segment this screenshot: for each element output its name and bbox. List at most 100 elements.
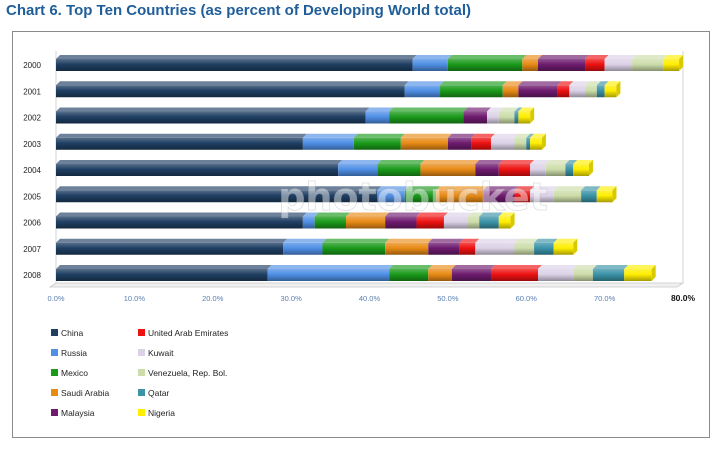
bar-segment bbox=[581, 186, 601, 203]
bar-end-cap bbox=[510, 212, 515, 229]
x-tick-label: 50.0% bbox=[437, 294, 459, 303]
x-axis-ticks: 0.0% 10.0% 20.0% 30.0% 40.0% 50.0% 60.0% 70.0% 8… bbox=[47, 293, 695, 303]
bar-segment bbox=[538, 265, 578, 281]
legend-swatch bbox=[138, 349, 145, 356]
category-label: 2007 bbox=[23, 245, 41, 254]
bar-segment bbox=[56, 265, 272, 281]
bar-segment bbox=[545, 160, 570, 176]
bar-row-2002 bbox=[56, 107, 535, 124]
bar-row-2001 bbox=[56, 81, 621, 98]
bar-segment bbox=[518, 107, 535, 124]
bar-segment bbox=[338, 160, 382, 176]
category-label: 2001 bbox=[23, 87, 41, 96]
bar-segment bbox=[56, 107, 370, 124]
legend-item: Qatar bbox=[138, 388, 169, 398]
bar-segment bbox=[538, 55, 590, 71]
bar-segment bbox=[389, 107, 468, 124]
watermark: photobucket bbox=[278, 175, 548, 220]
bar-segment bbox=[632, 55, 668, 71]
legend-label: Malaysia bbox=[61, 408, 95, 418]
bar-segment bbox=[569, 81, 590, 98]
bar-row-2000 bbox=[56, 55, 684, 71]
bar-end-cap bbox=[612, 186, 617, 203]
legend-label: Russia bbox=[61, 348, 87, 358]
bar-segment bbox=[451, 265, 495, 281]
bar-segment bbox=[526, 133, 535, 150]
category-label: 2003 bbox=[23, 140, 41, 149]
bar-segment bbox=[314, 212, 350, 229]
bar-end-cap bbox=[530, 107, 535, 124]
bar-segment bbox=[514, 107, 523, 124]
bar-segment bbox=[530, 133, 546, 150]
bar-row-2005 bbox=[56, 186, 617, 203]
chart-title: Chart 6. Top Ten Countries (as percent o… bbox=[6, 2, 472, 19]
category-label: 2000 bbox=[23, 61, 41, 70]
bar-segment bbox=[459, 238, 480, 255]
bar-segment bbox=[443, 212, 472, 229]
bar-segment bbox=[592, 265, 629, 281]
bar-segment bbox=[490, 265, 543, 281]
legend: China Russia Mexico Saudi Arabia Malaysia Uni… bbox=[51, 328, 228, 418]
legend-item: China bbox=[51, 328, 83, 338]
bar-segment bbox=[302, 212, 319, 229]
bar-segment bbox=[56, 81, 409, 98]
bar-segment bbox=[596, 186, 617, 203]
category-label: 2008 bbox=[23, 271, 41, 280]
bar-segment bbox=[475, 238, 519, 255]
bar-segment bbox=[412, 55, 452, 71]
legend-item: Venezuela, Rep. Bol. bbox=[138, 368, 227, 378]
bar-segment bbox=[463, 107, 492, 124]
bar-segment bbox=[56, 238, 288, 255]
bar-segment bbox=[585, 81, 601, 98]
bar-segment bbox=[471, 133, 495, 150]
bar-segment bbox=[573, 160, 593, 176]
bar-segment bbox=[428, 238, 464, 255]
bar-segment bbox=[322, 238, 390, 255]
bar-segment bbox=[385, 238, 433, 255]
bar-segment bbox=[428, 265, 456, 281]
legend-swatch bbox=[51, 369, 58, 376]
bar-segment bbox=[490, 133, 519, 150]
bar-segment bbox=[663, 55, 684, 71]
bar-row-2003 bbox=[56, 133, 546, 150]
bar-segment bbox=[420, 160, 480, 176]
bar-segment bbox=[483, 186, 519, 203]
legend-swatch bbox=[51, 329, 58, 336]
bar-segment bbox=[522, 55, 543, 71]
bar-segment bbox=[514, 133, 531, 150]
bar-segment bbox=[553, 186, 586, 203]
legend-label: Mexico bbox=[61, 368, 88, 378]
bar-segment bbox=[467, 212, 484, 229]
bar-segment bbox=[56, 212, 307, 229]
bar-segment bbox=[404, 81, 445, 98]
watermark-text: photobucket bbox=[278, 175, 548, 219]
legend-label: Kuwait bbox=[148, 348, 174, 358]
bar-segment bbox=[530, 160, 550, 176]
bar-segment bbox=[385, 212, 421, 229]
bar-end-cap bbox=[679, 55, 684, 71]
bar-segment bbox=[302, 133, 358, 150]
legend-label: United Arab Emirates bbox=[148, 328, 228, 338]
bar-segment bbox=[585, 55, 609, 71]
x-tick-label: 0.0% bbox=[47, 294, 64, 303]
bar-end-cap bbox=[573, 238, 578, 255]
legend-swatch bbox=[51, 389, 58, 396]
legend-label: Nigeria bbox=[148, 408, 175, 418]
bar-end-cap bbox=[541, 133, 546, 150]
legend-swatch bbox=[138, 409, 145, 416]
category-label: 2006 bbox=[23, 219, 41, 228]
bar-segment bbox=[514, 186, 535, 203]
bar-segment bbox=[447, 133, 476, 150]
bar-segment bbox=[267, 265, 394, 281]
x-tick-label: 60.0% bbox=[516, 294, 538, 303]
bar-segment bbox=[377, 160, 425, 176]
bar-segment bbox=[487, 107, 503, 124]
bar-end-cap bbox=[588, 160, 593, 176]
bar-row-2008 bbox=[56, 265, 656, 281]
bar-end-cap bbox=[616, 81, 621, 98]
bar-segment bbox=[565, 160, 578, 176]
bar-segment bbox=[530, 186, 558, 203]
legend-swatch bbox=[51, 409, 58, 416]
bar-segment bbox=[557, 81, 574, 98]
bar-segment bbox=[400, 133, 452, 150]
